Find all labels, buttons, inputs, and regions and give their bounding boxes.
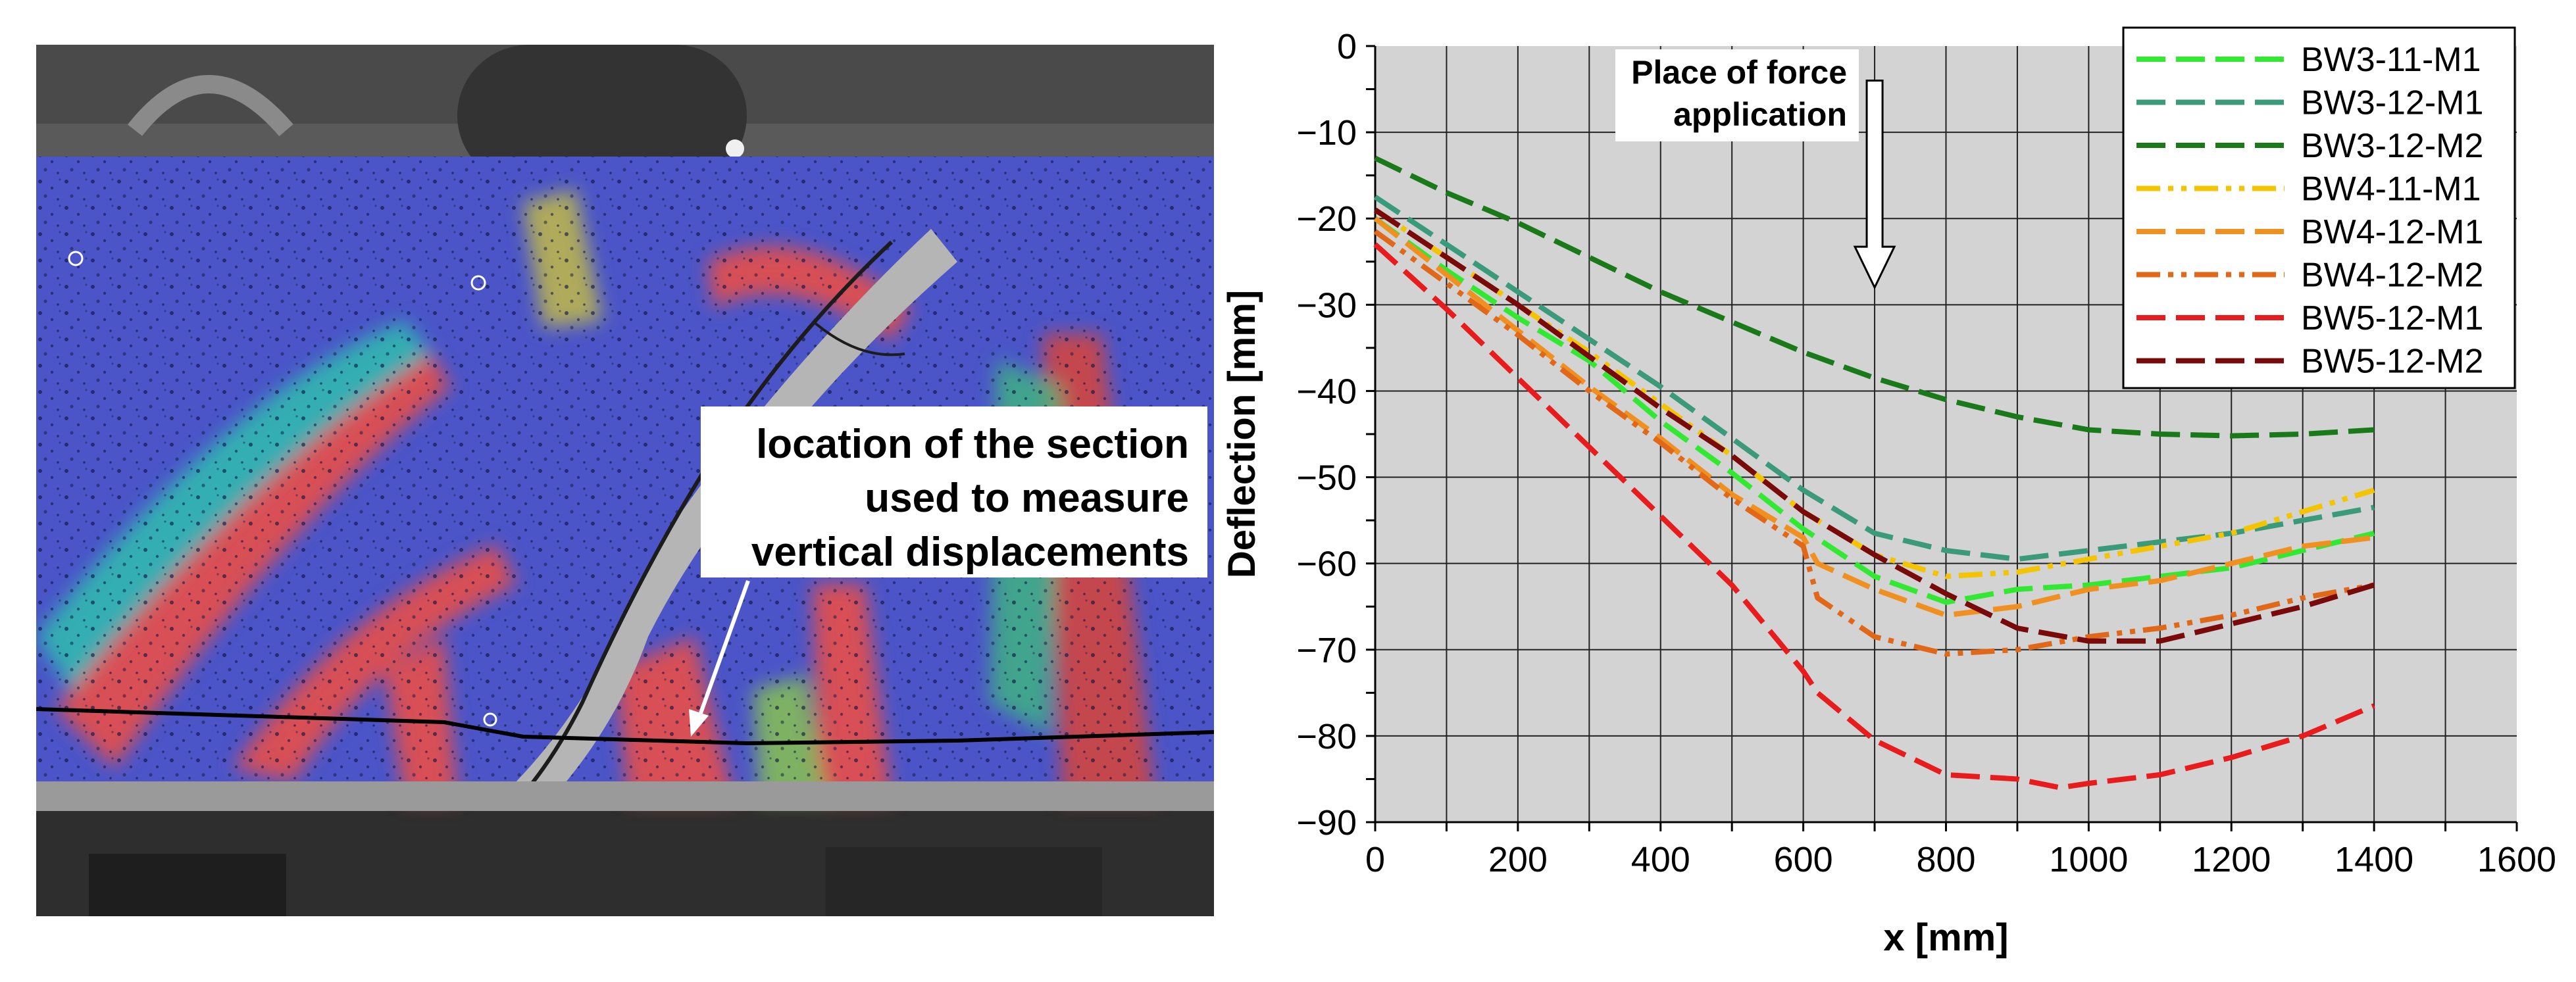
deflection-chart-panel: 0 200 400 600 800 1000 1200 1400 1600 0 −10 −20 −30 −… xyxy=(1214,0,2576,982)
legend: BW3-11-M1 BW3-12-M1 BW3-12-M2 BW4-11-M1 BW4-… xyxy=(2122,26,2516,389)
legend-label-bw4-12-m2: BW4-12-M2 xyxy=(2301,257,2483,295)
series-line-bw4-11-m1 xyxy=(1373,207,2375,579)
x-tick-label: 800 xyxy=(1916,840,1975,879)
series-line-bw3-12-m2 xyxy=(1374,155,2375,439)
x-tick-label: 200 xyxy=(1488,840,1548,879)
series-line-bw5-12-m2 xyxy=(1373,207,2375,644)
force-annotation: Place of force application xyxy=(1615,49,1896,290)
legend-label-bw5-12-m2: BW5-12-M2 xyxy=(2301,343,2483,381)
crack-zone xyxy=(510,229,957,801)
y-tick-label: −20 xyxy=(1296,199,1357,239)
legend-label-bw4-12-m1: BW4-12-M1 xyxy=(2301,213,2483,251)
section-marker xyxy=(483,712,497,727)
beam-bottom-edge xyxy=(36,781,1214,811)
force-annotation-line-2: application xyxy=(1673,96,1847,133)
x-tick-label: 1600 xyxy=(2477,840,2556,879)
main-crack xyxy=(521,240,894,796)
target-marker-left xyxy=(68,251,84,266)
y-tick-label: −90 xyxy=(1296,803,1357,843)
y-axis-label: Deflection [mm] xyxy=(1221,290,1263,578)
force-annotation-box xyxy=(1615,49,1859,141)
x-tick-label: 0 xyxy=(1365,840,1385,879)
target-marker-mid xyxy=(470,275,486,291)
force-arrow-icon xyxy=(1853,79,1896,290)
legend-label-bw4-11-m1: BW4-11-M1 xyxy=(2301,170,2481,209)
y-tick-label: −70 xyxy=(1296,631,1357,670)
y-tick-label: −80 xyxy=(1296,717,1357,756)
x-tick-label: 400 xyxy=(1631,840,1690,879)
photo-hook xyxy=(127,75,293,137)
x-tick-label: 1000 xyxy=(2049,840,2128,879)
y-tick-label: −50 xyxy=(1296,458,1357,498)
x-tick-label: 1400 xyxy=(2335,840,2413,879)
deflection-chart: 0 200 400 600 800 1000 1200 1400 1600 0 −10 −20 −30 −… xyxy=(1221,26,2556,959)
legend-label-bw5-12-m1: BW5-12-M1 xyxy=(2301,299,2483,337)
section-annotation-line-1: location of the section xyxy=(756,422,1189,467)
legend-label-bw3-12-m2: BW3-12-M2 xyxy=(2301,127,2483,165)
force-annotation-line-1: Place of force xyxy=(1631,54,1847,91)
photo-equipment-left xyxy=(89,854,286,916)
section-annotation-line-2: used to measure xyxy=(865,476,1189,521)
tick-labels: 0 200 400 600 800 1000 1200 1400 1600 0 −10 −20 −30 −… xyxy=(1296,27,2556,879)
loading-marker xyxy=(726,139,744,158)
section-annotation-pointer xyxy=(695,579,750,724)
x-tick-label: 600 xyxy=(1774,840,1833,879)
measurement-section-line xyxy=(36,707,1214,746)
legend-label-bw3-12-m1: BW3-12-M1 xyxy=(2301,84,2483,122)
legend-box xyxy=(2122,26,2516,389)
x-axis-label: x [mm] xyxy=(1883,916,2008,959)
series-line-bw5-12-m1 xyxy=(1373,242,2375,791)
axes xyxy=(1366,45,2518,831)
y-tick-label: −10 xyxy=(1296,113,1357,153)
y-tick-label: −30 xyxy=(1296,285,1357,325)
series-lines xyxy=(1373,155,2375,791)
dic-photo-panel: location of the section used to measure … xyxy=(36,45,1214,916)
y-tick-label: −40 xyxy=(1296,372,1357,411)
dic-photo: location of the section used to measure … xyxy=(36,45,1214,916)
secondary-crack xyxy=(811,320,905,356)
loading-cylinder xyxy=(457,45,747,186)
y-tick-label: −60 xyxy=(1296,545,1357,584)
y-tick-label: 0 xyxy=(1337,27,1357,66)
series-line-bw4-12-m2 xyxy=(1373,229,2375,657)
series-line-bw4-12-m1 xyxy=(1373,216,2375,618)
section-annotation-box xyxy=(701,406,1207,577)
legend-label-bw3-11-m1: BW3-11-M1 xyxy=(2301,41,2481,79)
x-tick-label: 1200 xyxy=(2192,840,2271,879)
section-annotation-line-3: vertical displacements xyxy=(751,529,1189,575)
section-annotation-arrowhead xyxy=(689,709,709,737)
series-line-bw3-12-m1 xyxy=(1373,195,2375,562)
photo-equipment-right xyxy=(826,847,1102,916)
